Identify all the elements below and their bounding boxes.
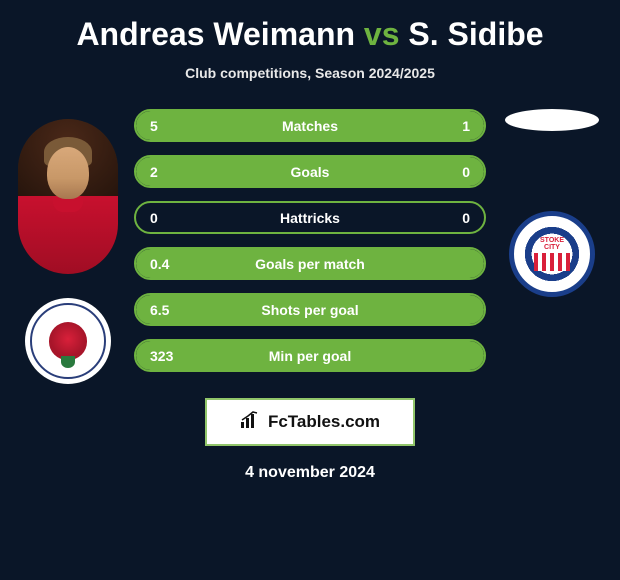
stat-right-value: 0: [428, 164, 484, 180]
chart-icon: [240, 411, 262, 434]
stat-bar: 0.4Goals per match: [134, 247, 486, 280]
title-player2: S. Sidibe: [408, 16, 543, 52]
body-row: 5Matches12Goals00Hattricks00.4Goals per …: [0, 109, 620, 384]
stat-left-value: 2: [136, 164, 192, 180]
player2-silhouette: [505, 109, 599, 131]
player1-club-crest: [25, 298, 111, 384]
stat-right-value: 0: [428, 210, 484, 226]
stat-left-value: 323: [136, 348, 192, 364]
stat-label: Hattricks: [192, 210, 428, 226]
stat-left-value: 5: [136, 118, 192, 134]
stat-left-value: 0.4: [136, 256, 192, 272]
date-label: 4 november 2024: [0, 464, 620, 482]
stat-label: Goals: [192, 164, 428, 180]
stat-label: Min per goal: [192, 348, 428, 364]
stat-left-value: 6.5: [136, 302, 192, 318]
avatar-head: [47, 147, 89, 199]
right-column: STOKE CITY: [492, 109, 612, 297]
stat-bars: 5Matches12Goals00Hattricks00.4Goals per …: [128, 109, 492, 372]
stoke-text-top: STOKE: [540, 237, 564, 244]
subtitle: Club competitions, Season 2024/2025: [0, 65, 620, 81]
stoke-inner: STOKE CITY: [520, 222, 584, 286]
stat-right-value: 1: [428, 118, 484, 134]
stoke-text-mid: CITY: [544, 244, 560, 251]
title-player1: Andreas Weimann: [76, 16, 355, 52]
stat-label: Matches: [192, 118, 428, 134]
stoke-stripes-icon: [534, 253, 570, 271]
stat-bar: 0Hattricks0: [134, 201, 486, 234]
page-title: Andreas Weimann vs S. Sidibe: [0, 16, 620, 53]
stat-label: Goals per match: [192, 256, 428, 272]
stat-label: Shots per goal: [192, 302, 428, 318]
stat-bar: 5Matches1: [134, 109, 486, 142]
stat-left-value: 0: [136, 210, 192, 226]
site-name: FcTables.com: [268, 412, 380, 432]
player1-avatar: [18, 119, 118, 274]
player2-club-crest: STOKE CITY: [509, 211, 595, 297]
blackburn-ring: [30, 303, 106, 379]
left-column: [8, 109, 128, 384]
stat-bar: 323Min per goal: [134, 339, 486, 372]
comparison-card: Andreas Weimann vs S. Sidibe Club compet…: [0, 0, 620, 580]
stat-bar: 6.5Shots per goal: [134, 293, 486, 326]
title-vs: vs: [364, 16, 400, 52]
stat-bar: 2Goals0: [134, 155, 486, 188]
site-badge[interactable]: FcTables.com: [205, 398, 415, 446]
rose-icon: [49, 322, 87, 360]
